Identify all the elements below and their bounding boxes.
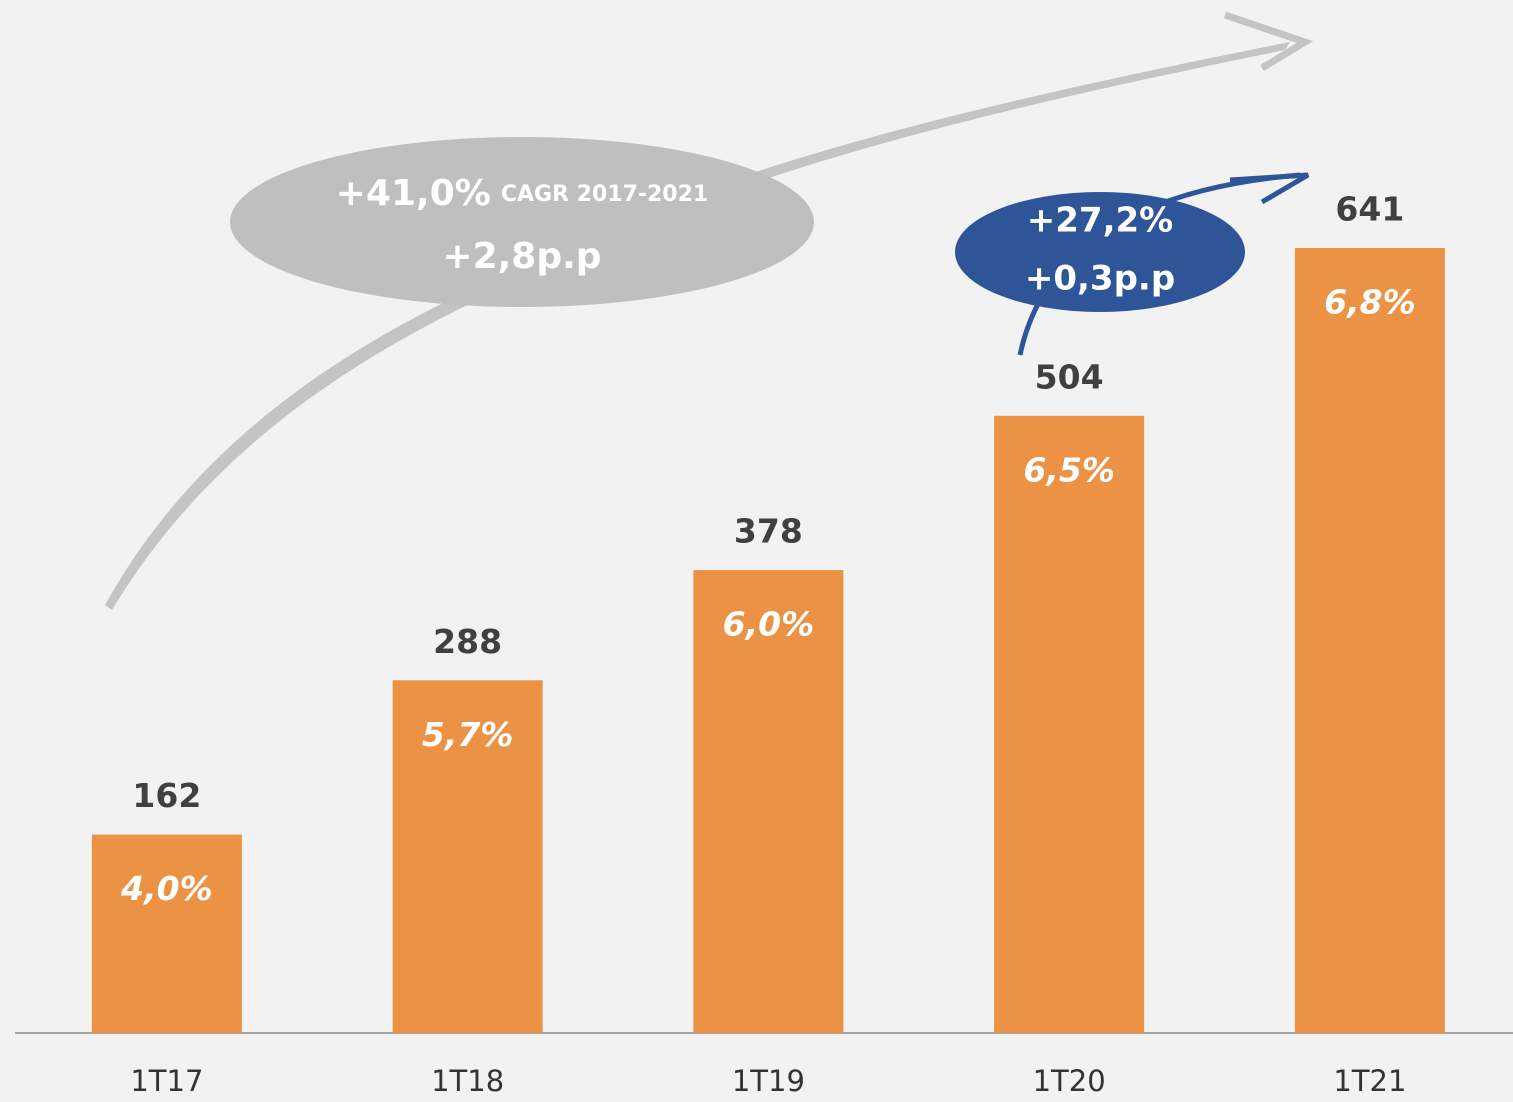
bar [1294,248,1445,1033]
margin-label: 6,8% [1324,283,1416,322]
margin-label: 6,5% [1023,450,1115,489]
margin-label: 6,0% [723,605,815,644]
annotation-change: +0,3p.p [1025,259,1175,299]
margin-label: 5,7% [422,715,514,754]
bar [994,415,1145,1033]
value-label: 641 [1335,190,1404,229]
annotation-bubble [230,137,814,307]
growth-arrow-head [1229,172,1310,205]
annotation-bubble [955,192,1245,312]
annotation-growth-value: +41,0% [336,173,491,214]
annotation-growth: +27,2% [1027,201,1173,241]
annotation-note: CAGR 2017-2021 [501,182,708,207]
value-label: 504 [1035,357,1104,396]
x-tick-label: 1T19 [732,1064,805,1098]
value-label: 378 [734,512,803,551]
value-label: 162 [132,776,201,815]
x-tick-label: 1T17 [130,1064,203,1098]
annotation-growth: +41,0% CAGR 2017-2021 [336,173,708,214]
bar [392,680,543,1033]
value-label: 288 [433,622,502,661]
margin-label: 4,0% [120,869,213,908]
x-tick-label: 1T20 [1033,1064,1106,1098]
trend-arrow-head [1223,11,1314,71]
x-tick-label: 1T18 [431,1064,504,1098]
bar [693,570,844,1033]
annotation-change: +2,8p.p [442,236,601,277]
x-tick-label: 1T21 [1333,1064,1406,1098]
bar [91,834,242,1033]
